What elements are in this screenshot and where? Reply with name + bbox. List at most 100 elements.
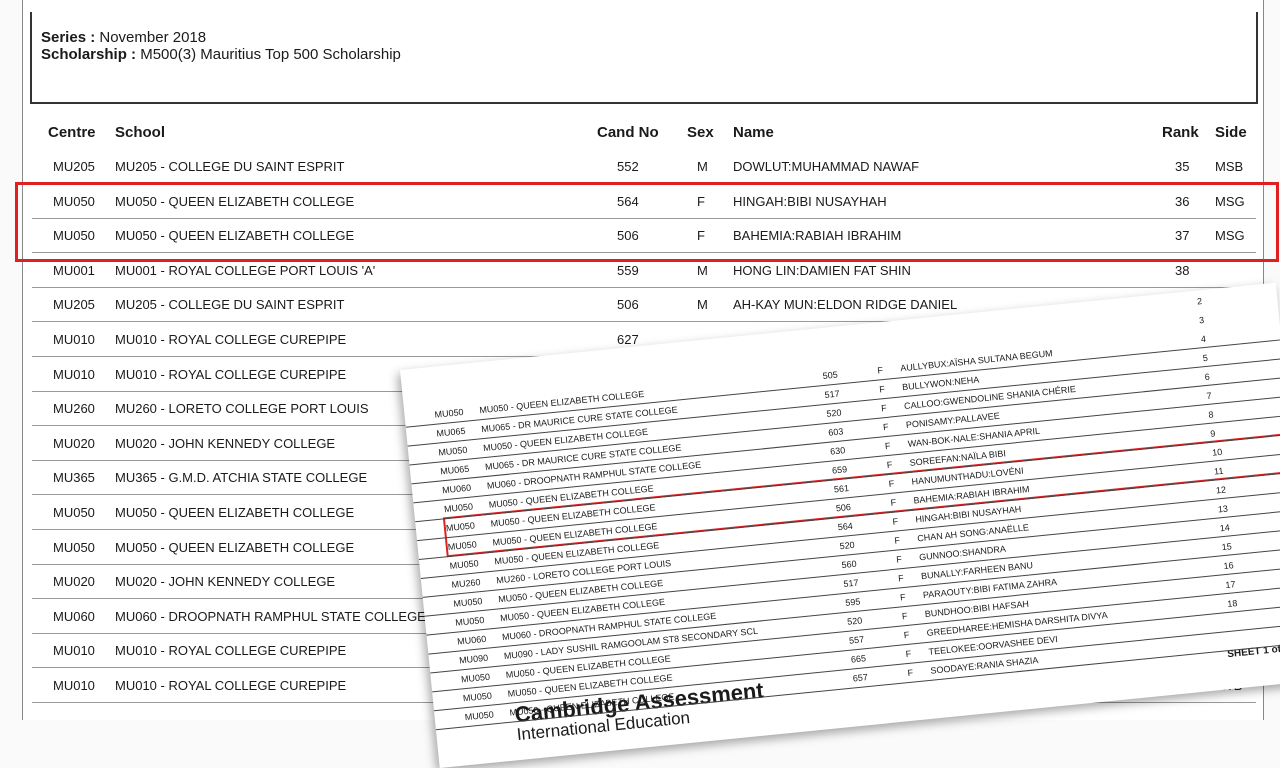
column-header: Rank bbox=[1162, 124, 1199, 141]
cell-centre: MU010 bbox=[53, 366, 95, 382]
cell-sex: M bbox=[697, 262, 708, 278]
column-header: Sex bbox=[687, 124, 714, 141]
cell-sex: F bbox=[901, 610, 908, 622]
cell-school: MU060 - DROOPNATH RAMPHUL STATE COLLEGE bbox=[115, 608, 426, 624]
cell-cand: 560 bbox=[841, 558, 858, 571]
cell-centre: MU050 bbox=[434, 406, 464, 420]
cell-rank: 18 bbox=[1226, 598, 1238, 609]
column-header: Cand No bbox=[597, 124, 659, 141]
column-header: Name bbox=[733, 124, 774, 141]
value: November 2018 bbox=[99, 29, 207, 46]
cell-side: MSG bbox=[1215, 228, 1245, 244]
cell-rank: 2 bbox=[1196, 296, 1203, 307]
row-rule bbox=[32, 252, 1256, 254]
cell-centre: MU050 bbox=[452, 595, 483, 609]
column-header: School bbox=[115, 124, 166, 141]
cell-centre: MU010 bbox=[53, 332, 95, 347]
cell-rank: 4 bbox=[1200, 333, 1207, 345]
cell-cand: 505 bbox=[822, 369, 839, 382]
cell-rank: 36 bbox=[1175, 193, 1190, 209]
cell-cand: 657 bbox=[852, 672, 869, 684]
cell-school: MU205 - COLLEGE DU SAINT ESPRIT bbox=[115, 159, 345, 174]
cell-cand: 659 bbox=[831, 464, 848, 476]
cell-centre: MU050 bbox=[53, 228, 95, 244]
cell-name: HONG LIN:DAMIEN FAT SHIN bbox=[733, 262, 911, 278]
cell-centre: MU050 bbox=[53, 539, 95, 555]
cell-sex: F bbox=[882, 421, 890, 433]
cell-rank: 9 bbox=[1209, 428, 1216, 439]
cell-sex: F bbox=[886, 459, 893, 471]
cell-school: MU050 - QUEEN ELIZABETH COLLEGE bbox=[115, 539, 355, 555]
cell-sex: F bbox=[697, 193, 705, 209]
cell-cand: 595 bbox=[844, 596, 861, 608]
cell-centre: MU050 bbox=[460, 671, 491, 685]
cell-cand: 517 bbox=[824, 388, 841, 400]
cell-school: MU001 - ROYAL COLLEGE PORT LOUIS 'A' bbox=[115, 262, 376, 278]
cell-sex: F bbox=[899, 591, 907, 603]
cell-school: MU365 - G.M.D. ATCHIA STATE COLLEGE bbox=[115, 470, 368, 486]
cell-rank: 7 bbox=[1206, 390, 1213, 401]
label: Series : bbox=[41, 29, 96, 46]
cell-cand: 552 bbox=[617, 159, 639, 174]
cell-sex: F bbox=[876, 365, 884, 376]
cell-centre: MU205 bbox=[53, 297, 95, 313]
cell-cand: 506 bbox=[835, 501, 852, 514]
cell-centre: MU020 bbox=[53, 574, 95, 590]
cell-centre: MU090 bbox=[458, 652, 489, 666]
cell-sex: F bbox=[907, 667, 914, 679]
cell-centre: MU050 bbox=[464, 709, 495, 723]
cell-cand: 564 bbox=[617, 193, 639, 209]
cell-rank: 38 bbox=[1175, 262, 1190, 278]
cell-sex: F bbox=[697, 228, 705, 244]
cell-rank: 17 bbox=[1224, 579, 1236, 591]
cell-cand: 627 bbox=[617, 332, 639, 347]
cell-sex: F bbox=[880, 402, 888, 414]
highlight bbox=[15, 182, 1279, 262]
cell-sex: F bbox=[890, 497, 897, 508]
cell-cand: 630 bbox=[829, 445, 846, 457]
cell-centre: MU001 bbox=[53, 262, 95, 278]
cell-rank: 11 bbox=[1213, 465, 1224, 477]
cell-rank: 37 bbox=[1175, 228, 1190, 244]
row-rule bbox=[32, 321, 1256, 323]
cell-sex: F bbox=[897, 573, 905, 584]
cell-centre: MU050 bbox=[454, 614, 485, 628]
cell-sex: M bbox=[697, 159, 708, 174]
cell-sex: F bbox=[888, 478, 895, 489]
cell-centre: MU050 bbox=[53, 505, 95, 520]
cell-sex: F bbox=[892, 516, 899, 527]
value: M500(3) Mauritius Top 500 Scholarship bbox=[140, 46, 401, 63]
column-header: Centre bbox=[48, 124, 96, 141]
cell-centre: MU260 bbox=[451, 577, 481, 590]
cell-name: HINGAH:BIBI NUSAYHAH bbox=[733, 193, 887, 209]
column-header: Side bbox=[1215, 124, 1247, 141]
cell-rank: 14 bbox=[1219, 522, 1231, 534]
cell-centre: MU050 bbox=[447, 539, 478, 553]
cell-side: MSG bbox=[1215, 193, 1245, 209]
cell-centre: MU050 bbox=[437, 444, 468, 458]
cell-centre: MU020 bbox=[53, 435, 95, 451]
cell-school: MU020 - JOHN KENNEDY COLLEGE bbox=[115, 435, 336, 451]
cell-name: AH-KAY MUN:ELDON RIDGE DANIEL bbox=[733, 297, 958, 313]
cell-cand: 520 bbox=[825, 407, 842, 419]
cell-school: MU010 - ROYAL COLLEGE CUREPIPE bbox=[115, 643, 347, 659]
cell-sex: F bbox=[893, 535, 901, 546]
cell-rank: 10 bbox=[1211, 446, 1223, 458]
cell-cand: 557 bbox=[848, 634, 865, 646]
cell-school: MU050 - QUEEN ELIZABETH COLLEGE bbox=[115, 505, 355, 520]
cell-rank: 13 bbox=[1217, 503, 1229, 515]
row-rule bbox=[32, 217, 1256, 219]
cell-school: MU010 - ROYAL COLLEGE CUREPIPE bbox=[115, 366, 347, 382]
cell-sex: F bbox=[895, 554, 903, 565]
cell-centre: MU050 bbox=[53, 193, 95, 209]
cell-rank: 6 bbox=[1204, 371, 1211, 383]
cell-school: MU010 - ROYAL COLLEGE CUREPIPE bbox=[115, 678, 347, 693]
cell-rank: 3 bbox=[1198, 314, 1205, 326]
series-line: Series : November 2018 bbox=[41, 29, 206, 46]
cell-rank: 5 bbox=[1202, 352, 1209, 364]
label: Scholarship : bbox=[41, 46, 137, 63]
cell-centre: MU065 bbox=[436, 425, 466, 439]
cell-cand: 564 bbox=[837, 520, 854, 533]
cell-cand: 506 bbox=[617, 297, 639, 313]
cell-sex: M bbox=[697, 297, 708, 313]
